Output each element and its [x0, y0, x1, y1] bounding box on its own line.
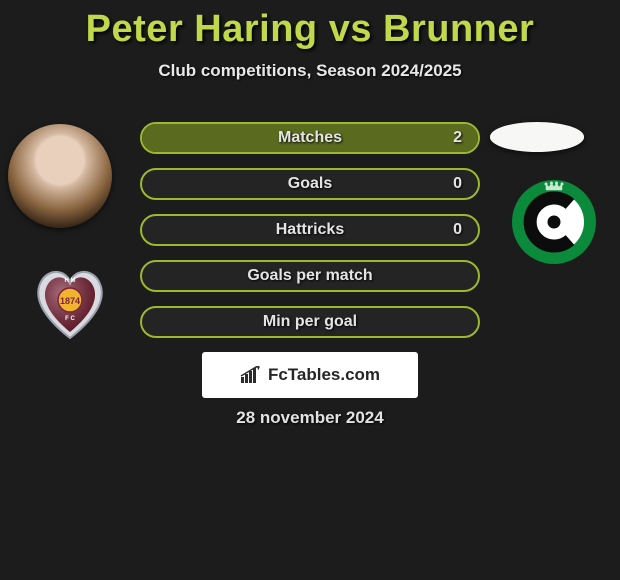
cercle-badge-icon — [510, 178, 598, 266]
stat-value: 0 — [453, 221, 462, 239]
hearts-badge-icon: 1874 H M F C — [28, 260, 112, 344]
page-subtitle: Club competitions, Season 2024/2025 — [0, 61, 620, 81]
svg-text:H M: H M — [65, 278, 76, 284]
stat-row-gpm: Goals per match — [140, 260, 480, 292]
stat-row-mpg: Min per goal — [140, 306, 480, 338]
stat-label: Min per goal — [263, 313, 357, 331]
player-photo-right — [490, 122, 584, 152]
club-badge-right — [510, 178, 598, 266]
club-badge-left: 1874 H M F C — [28, 260, 112, 344]
svg-text:1874: 1874 — [60, 296, 80, 306]
branding-text: FcTables.com — [268, 365, 380, 385]
stat-label: Goals per match — [247, 267, 372, 285]
stat-value: 0 — [453, 175, 462, 193]
stat-label: Goals — [288, 175, 332, 193]
stat-value: 2 — [453, 129, 462, 147]
stat-row-hattricks: Hattricks 0 — [140, 214, 480, 246]
stat-row-matches: Matches 2 — [140, 122, 480, 154]
stats-container: Matches 2 Goals 0 Hattricks 0 Goals per … — [140, 122, 480, 352]
stat-label: Matches — [278, 129, 342, 147]
branding-link[interactable]: FcTables.com — [202, 352, 418, 398]
date-label: 28 november 2024 — [0, 408, 620, 428]
stat-row-goals: Goals 0 — [140, 168, 480, 200]
svg-text:F C: F C — [65, 316, 75, 322]
player-photo-left — [8, 124, 112, 228]
stat-label: Hattricks — [276, 221, 344, 239]
page-title: Peter Haring vs Brunner — [0, 0, 620, 51]
chart-icon — [240, 366, 262, 384]
